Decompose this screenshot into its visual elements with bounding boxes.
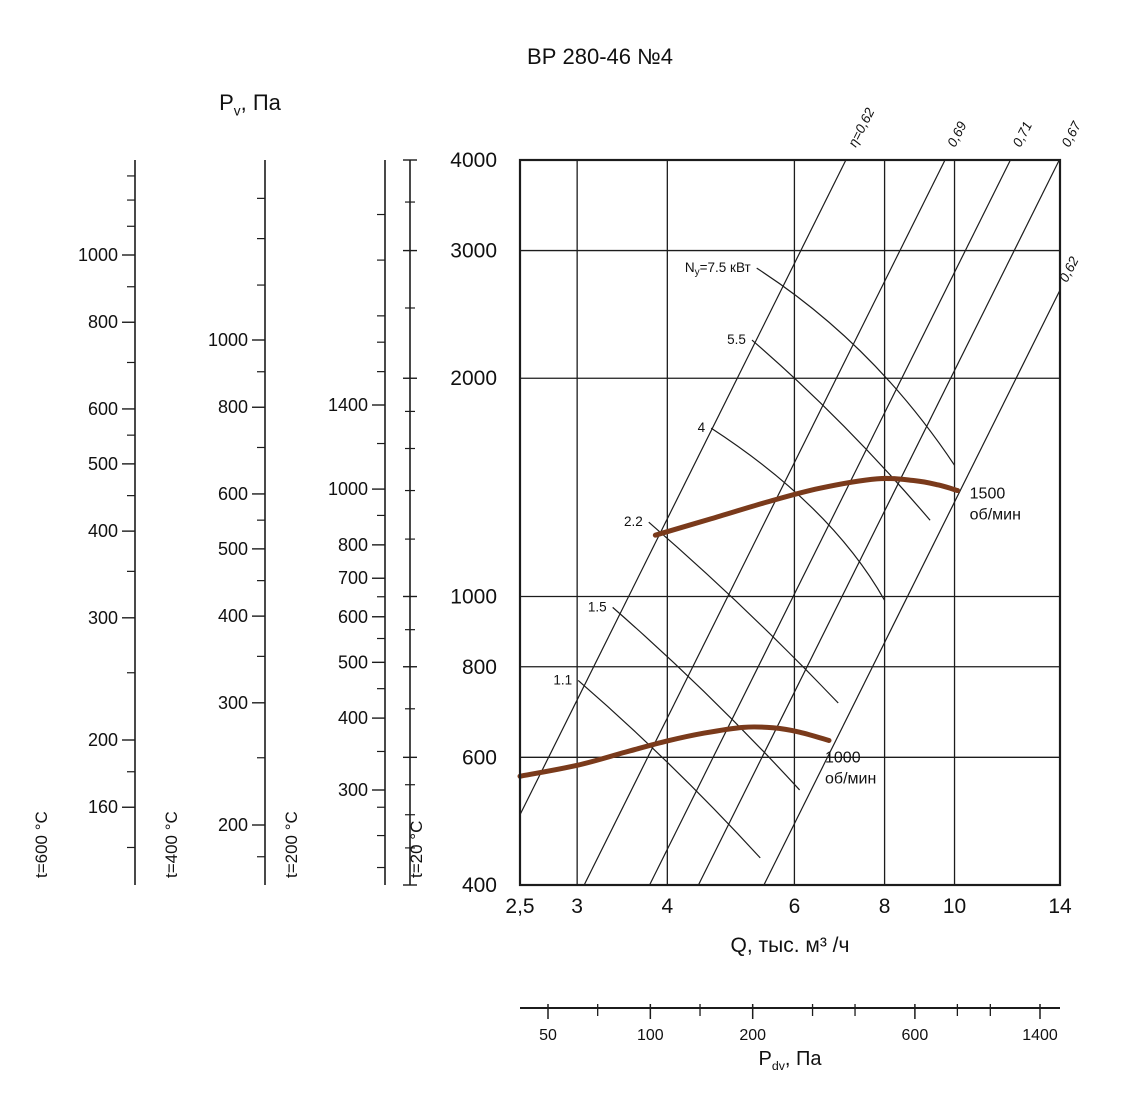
page-title: ВР 280-46 №4 [527, 44, 673, 69]
aux-tick-label: 800 [338, 535, 368, 555]
power-curve [648, 521, 839, 704]
aux-tick-label: 600 [218, 484, 248, 504]
aux-tick-label: 1000 [78, 245, 118, 265]
power-label: Nу=7.5 кВт [685, 260, 751, 278]
pv-axis-label-sub: v [233, 103, 241, 119]
efficiency-line [649, 159, 1011, 886]
efficiency-label: 0,67 [1059, 119, 1085, 150]
x-tick-label: 3 [571, 895, 583, 918]
fan-curve-label-1500: об/мин [970, 507, 1021, 524]
aux-tick-label: 1400 [328, 395, 368, 415]
fan-curve-1000 [517, 724, 832, 779]
power-curve [612, 606, 801, 791]
power-label: 1.5 [588, 599, 607, 614]
power-curve [710, 427, 886, 601]
pdv-tick-label: 200 [739, 1027, 766, 1044]
aux-tick-label: 800 [88, 312, 118, 332]
efficiency-label: 0,69 [944, 119, 970, 150]
fan-curve-1500 [652, 475, 961, 538]
aux-tick-label: 700 [338, 568, 368, 588]
power-curve [751, 339, 931, 521]
y-tick-label: 2000 [450, 367, 497, 390]
efficiency-line [519, 159, 847, 816]
aux-tick-label: 300 [88, 608, 118, 628]
power-label: 1.1 [553, 672, 572, 687]
temperature-label: t=400 °C [162, 811, 181, 878]
pdv-axis-label-base: P [758, 1048, 772, 1070]
pdv-tick-label: 1400 [1022, 1027, 1058, 1044]
aux-tick-label: 400 [338, 708, 368, 728]
y-tick-label: 3000 [450, 240, 497, 263]
power-label: 2.2 [624, 514, 643, 529]
q-axis-label: Q, тыс. м³ /ч [730, 934, 850, 957]
x-tick-label: 8 [879, 895, 891, 918]
aux-tick-label: 300 [218, 693, 248, 713]
fan-curve-label-1000: об/мин [825, 770, 876, 787]
y-tick-label: 800 [462, 656, 497, 679]
power-label: 5.5 [727, 332, 746, 347]
pdv-tick-label: 50 [539, 1027, 557, 1044]
aux-tick-label: 200 [88, 730, 118, 750]
pv-axis-label: Pv, Па [170, 90, 330, 118]
temperature-label: t=200 °C [282, 811, 301, 878]
pdv-tick-label: 600 [902, 1027, 929, 1044]
aux-tick-label: 200 [218, 815, 248, 835]
efficiency-line [583, 159, 946, 886]
y-tick-label: 1000 [450, 585, 497, 608]
aux-tick-label: 800 [218, 397, 248, 417]
x-tick-label: 2,5 [505, 895, 534, 918]
y-tick-label: 400 [462, 874, 497, 897]
fan-curve-label-1000: 1000 [825, 749, 861, 766]
x-tick-label: 14 [1048, 895, 1072, 918]
aux-tick-label: 600 [88, 399, 118, 419]
pv-axis-label-base: P [219, 90, 234, 115]
aux-tick-label: 500 [338, 652, 368, 672]
power-label: 4 [698, 420, 706, 435]
aux-tick-label: 400 [218, 606, 248, 626]
x-tick-label: 4 [661, 895, 673, 918]
pdv-axis-label-sub: dv [771, 1059, 785, 1073]
aux-tick-label: 400 [88, 521, 118, 541]
temperature-label: t=600 °C [32, 811, 51, 878]
aux-tick-label: 500 [88, 454, 118, 474]
aux-tick-label: 300 [338, 780, 368, 800]
temperature-label: t=20 °C [407, 821, 426, 878]
aux-tick-label: 1000 [208, 330, 248, 350]
x-tick-label: 10 [943, 895, 966, 918]
efficiency-label: 0,71 [1010, 119, 1035, 149]
pdv-tick-label: 100 [637, 1027, 664, 1044]
fan-curve-label-1500: 1500 [970, 486, 1006, 503]
efficiency-line [697, 159, 1060, 886]
power-curve [577, 679, 761, 859]
aux-tick-label: 160 [88, 797, 118, 817]
pv-axis-label-rest: , Па [240, 90, 281, 115]
aux-tick-label: 600 [338, 607, 368, 627]
aux-tick-label: 500 [218, 539, 248, 559]
y-tick-label: 600 [462, 746, 497, 769]
plot-border [518, 158, 1062, 887]
pdv-axis-label-rest: , Па [784, 1048, 822, 1070]
aux-tick-label: 1000 [328, 479, 368, 499]
x-tick-label: 6 [789, 895, 801, 918]
y-tick-label: 4000 [450, 149, 497, 172]
power-curve [756, 267, 956, 466]
efficiency-label: η=0,62 [845, 105, 877, 149]
efficiency-line [763, 289, 1061, 886]
pdv-axis-label: Pdv, Па [640, 1048, 940, 1073]
